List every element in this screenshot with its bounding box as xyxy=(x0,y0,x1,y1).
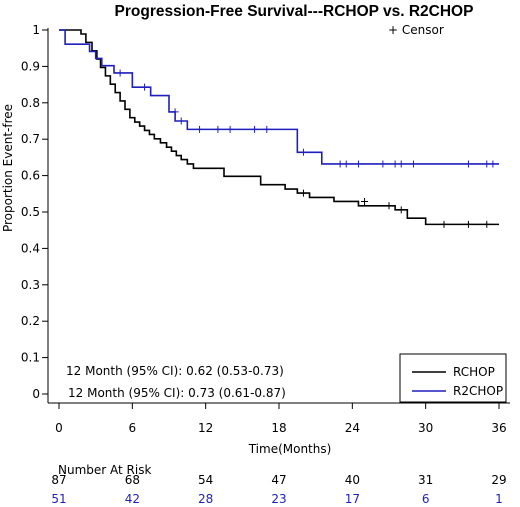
censor-mark-r2chop xyxy=(171,108,179,116)
censor-mark-rchop xyxy=(385,202,393,210)
censor-mark-r2chop xyxy=(342,160,350,168)
risk-count: 87 xyxy=(51,473,66,487)
risk-table-title: Number At Risk xyxy=(58,463,151,477)
censor-mark-r2chop xyxy=(116,69,124,77)
censor-mark-rchop xyxy=(397,206,405,214)
censor-mark-r2chop xyxy=(354,160,362,168)
censor-mark-r2chop xyxy=(251,125,259,133)
censor-mark-rchop xyxy=(440,220,448,228)
curve-rchop xyxy=(59,29,499,226)
x-tick-label: 36 xyxy=(491,421,506,435)
x-tick-label: 12 xyxy=(198,421,213,435)
censor-label: + Censor xyxy=(388,23,444,37)
legend-box xyxy=(399,353,507,403)
risk-count: 51 xyxy=(51,492,66,506)
x-tick-label: 0 xyxy=(55,421,63,435)
censor-mark-r2chop xyxy=(263,125,271,133)
chart-title: Progression-Free Survival---RCHOP vs. R2… xyxy=(115,3,474,20)
x-axis-label: Time(Months) xyxy=(248,442,332,456)
legend-label-rchop: RCHOP xyxy=(453,365,495,379)
y-tick-label: 0.5 xyxy=(21,205,40,219)
y-tick-label: 0.6 xyxy=(21,169,40,183)
x-axis: 0 6 12 18 24 30 36 xyxy=(55,403,507,435)
y-tick-label: 0.3 xyxy=(21,278,40,292)
risk-count: 54 xyxy=(198,473,213,487)
censor-mark-rchop xyxy=(361,197,369,205)
y-tick-label: 0.8 xyxy=(21,96,40,110)
risk-table: 87 68 54 47 40 31 29 51 42 28 23 17 6 1 xyxy=(51,473,506,506)
censor-mark-r2chop xyxy=(214,125,222,133)
risk-count: 42 xyxy=(125,492,140,506)
censor-mark-rchop xyxy=(483,220,491,228)
risk-count: 1 xyxy=(495,492,503,506)
x-tick-label: 6 xyxy=(129,421,137,435)
legend: RCHOP R2CHOP xyxy=(399,353,507,403)
risk-count: 23 xyxy=(271,492,286,506)
legend-label-r2chop: R2CHOP xyxy=(453,384,503,398)
risk-count: 28 xyxy=(198,492,213,506)
risk-count: 17 xyxy=(345,492,360,506)
censor-mark-r2chop xyxy=(489,160,497,168)
censor-mark-r2chop xyxy=(409,160,417,168)
censor-mark-r2chop xyxy=(141,83,149,91)
plot-frame xyxy=(47,28,510,404)
y-axis: 0 0.1 0.2 0.3 0.4 0.5 0.6 0.7 0.8 0.9 1 xyxy=(21,23,48,401)
censor-mark-rchop xyxy=(464,220,472,228)
censor-mark-r2chop xyxy=(464,160,472,168)
annotation-r2chop: 12 Month (95% CI): 0.73 (0.61-0.87) xyxy=(68,386,286,400)
curve-r2chop xyxy=(59,29,499,165)
censor-mark-r2chop xyxy=(397,160,405,168)
censor-mark-r2chop xyxy=(483,160,491,168)
y-axis-label: Proportion Event-free xyxy=(1,104,15,232)
y-tick-label: 0.9 xyxy=(21,59,40,73)
risk-count: 31 xyxy=(418,473,433,487)
annotation-rchop: 12 Month (95% CI): 0.62 (0.53-0.73) xyxy=(66,364,284,378)
censor-mark-r2chop xyxy=(391,160,399,168)
censor-mark-r2chop xyxy=(379,160,387,168)
y-tick-label: 0.2 xyxy=(21,314,40,328)
censor-mark-rchop xyxy=(299,189,307,197)
risk-count: 29 xyxy=(491,473,506,487)
censor-mark-r2chop xyxy=(196,125,204,133)
censor-mark-r2chop xyxy=(226,125,234,133)
risk-count: 47 xyxy=(271,473,286,487)
censor-mark-r2chop xyxy=(299,148,307,156)
x-tick-label: 30 xyxy=(418,421,433,435)
risk-count: 6 xyxy=(422,492,430,506)
y-tick-label: 0.4 xyxy=(21,241,40,255)
censor-mark-r2chop xyxy=(177,117,185,125)
risk-count: 40 xyxy=(345,473,360,487)
y-tick-label: 0 xyxy=(32,387,40,401)
x-tick-label: 24 xyxy=(345,421,360,435)
y-tick-label: 1 xyxy=(32,23,40,37)
y-tick-label: 0.1 xyxy=(21,351,40,365)
survival-curves xyxy=(59,29,499,228)
x-tick-label: 18 xyxy=(271,421,286,435)
censor-mark-r2chop xyxy=(336,160,344,168)
risk-count: 68 xyxy=(125,473,140,487)
y-tick-label: 0.7 xyxy=(21,132,40,146)
